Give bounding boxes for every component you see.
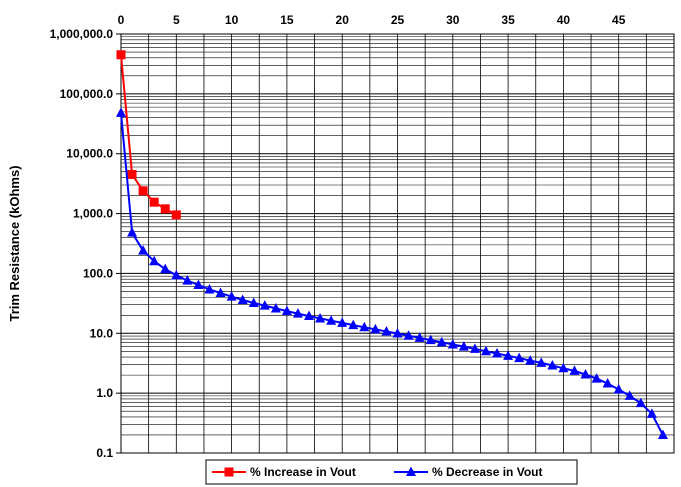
grid (120, 34, 675, 454)
data-point (215, 287, 226, 298)
data-point (657, 429, 668, 439)
data-point (281, 305, 292, 316)
data-point (138, 186, 148, 196)
data-point (492, 347, 503, 358)
data-point (525, 355, 536, 365)
data-point (116, 50, 126, 60)
data-point (392, 328, 403, 338)
data-point (160, 204, 170, 214)
data-point (646, 408, 657, 418)
data-point (304, 310, 315, 321)
legend-label: % Decrease in Vout (432, 465, 542, 479)
data-point (348, 319, 359, 330)
data-point (337, 317, 348, 327)
x-tick-label: 45 (612, 13, 626, 27)
data-point (270, 302, 281, 313)
data-point (447, 338, 458, 349)
data-point (602, 377, 613, 388)
y-tick-label: 100.0 (83, 266, 113, 280)
data-point (613, 384, 624, 394)
data-point (292, 308, 303, 318)
data-point (514, 352, 525, 363)
x-tick-label: 15 (280, 13, 294, 27)
data-point (536, 357, 547, 367)
data-point (635, 397, 646, 408)
data-point (248, 297, 259, 308)
data-point (116, 107, 126, 117)
data-point (149, 197, 159, 207)
legend-marker (224, 467, 234, 477)
data-point (138, 245, 149, 255)
data-point (160, 263, 171, 274)
data-point (547, 359, 558, 370)
data-point (403, 330, 414, 340)
y-tick-label: 1,000,000.0 (50, 27, 114, 41)
x-tick-label: 40 (557, 13, 571, 27)
data-point (414, 332, 425, 342)
data-point (458, 341, 469, 351)
data-point (580, 368, 591, 379)
y-tick-label: 1.0 (96, 386, 113, 400)
data-point (149, 255, 160, 266)
series-decrease (116, 107, 668, 439)
legend-item: % Decrease in Vout (394, 465, 542, 479)
data-point (503, 350, 514, 360)
data-point (171, 210, 181, 220)
y-tick-label: 100,000.0 (60, 87, 114, 101)
x-tick-label: 0 (118, 13, 125, 27)
data-point (171, 269, 182, 280)
legend-marker (406, 466, 416, 476)
data-point (193, 279, 204, 290)
x-tick-label: 5 (173, 13, 180, 27)
data-point (591, 373, 602, 383)
x-tick-label: 20 (336, 13, 350, 27)
x-tick-label: 25 (391, 13, 405, 27)
x-tick-label: 35 (501, 13, 515, 27)
legend-item: % Increase in Vout (212, 465, 356, 479)
data-point (381, 326, 392, 336)
data-point (204, 283, 215, 294)
data-point (315, 312, 326, 323)
data-point (469, 343, 480, 353)
data-point (480, 345, 491, 356)
y-tick-label: 10.0 (90, 326, 114, 340)
data-point (326, 315, 337, 325)
data-point (359, 321, 370, 332)
y-tick-label: 1,000.0 (73, 207, 113, 221)
legend-label: % Increase in Vout (250, 465, 356, 479)
legend: % Increase in Vout % Decrease in Vout (205, 459, 578, 485)
data-point (569, 365, 580, 375)
series-line (120, 112, 664, 436)
y-axis: 0.1 1.0 10.0 100.0 1,000.0 10,000.0 100,000.0 1… (50, 27, 121, 460)
data-point (259, 300, 270, 310)
y-tick-label: 0.1 (96, 446, 113, 460)
plot-frame (120, 33, 675, 454)
data-point (370, 323, 381, 334)
data-point (237, 294, 248, 304)
x-tick-label: 30 (446, 13, 460, 27)
x-tick-label: 10 (225, 13, 239, 27)
series (116, 50, 668, 439)
data-point (182, 275, 193, 285)
data-point (226, 291, 237, 301)
data-point (558, 362, 569, 373)
x-axis: 0 5 10 15 20 25 30 35 40 45 (118, 13, 626, 27)
legend-box (205, 459, 578, 485)
data-point (624, 390, 635, 400)
y-axis-label: Trim Resistance (kOhms) (7, 165, 22, 321)
series-increase (116, 50, 181, 220)
data-point (127, 169, 137, 179)
data-point (425, 334, 436, 345)
data-point (436, 336, 447, 347)
y-tick-label: 10,000.0 (66, 147, 113, 161)
data-point (127, 227, 138, 237)
